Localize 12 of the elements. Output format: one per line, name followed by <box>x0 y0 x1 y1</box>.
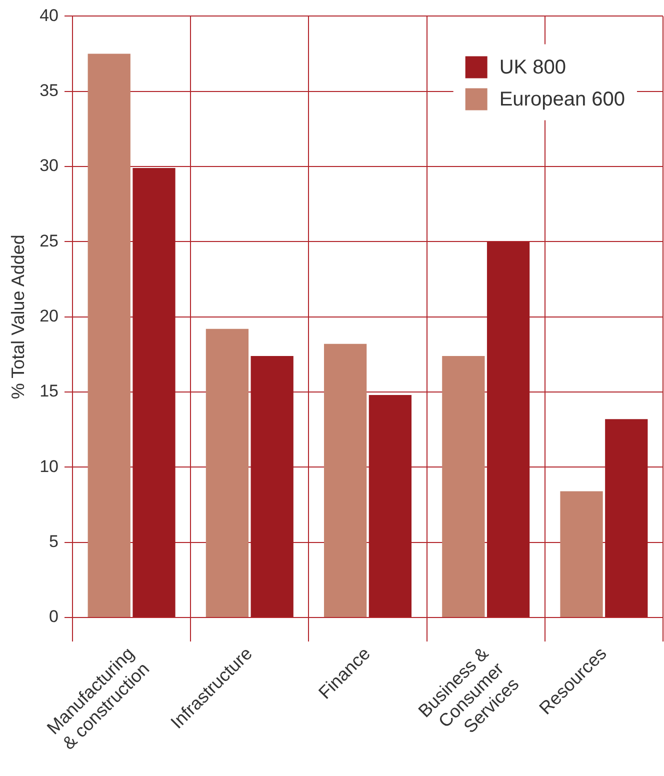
y-tick-label: 25 <box>40 231 59 250</box>
legend-label: European 600 <box>499 88 626 111</box>
y-axis-title: % Total Value Added <box>8 234 28 400</box>
y-tick-label: 0 <box>49 607 59 626</box>
y-tick-label: 40 <box>40 6 59 25</box>
y-tick-label: 20 <box>40 306 59 326</box>
y-tick-label: 10 <box>40 456 59 476</box>
y-tick-label: 30 <box>40 156 59 176</box>
y-tick-label: 15 <box>40 382 59 401</box>
legend-label: UK 800 <box>499 56 566 79</box>
y-tick-label: 5 <box>49 532 59 552</box>
y-tick-label: 35 <box>40 81 59 100</box>
